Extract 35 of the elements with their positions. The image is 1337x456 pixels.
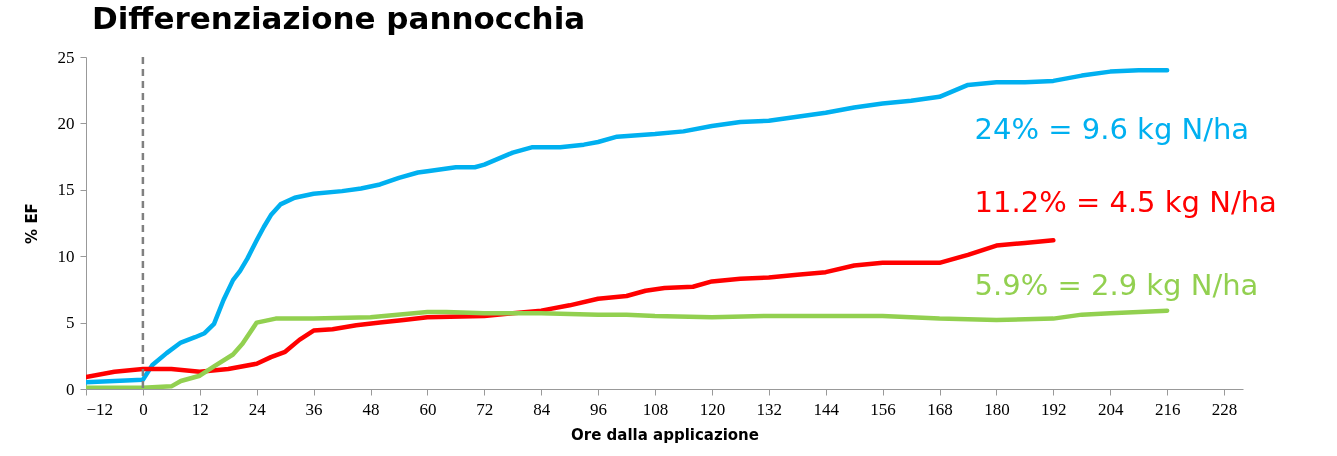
- x-tick-label: 108: [642, 399, 669, 419]
- x-tick-label: 192: [1041, 399, 1067, 419]
- x-axis-title: Ore dalla applicazione: [571, 425, 759, 444]
- y-tick-label: 0: [66, 379, 75, 399]
- x-tick-label: 84: [533, 399, 551, 419]
- y-tick-label: 15: [57, 180, 75, 200]
- x-tick-label: 96: [590, 399, 608, 419]
- line-series: [86, 308, 1170, 389]
- x-tick-label: 132: [756, 399, 783, 419]
- line-series: [86, 238, 1056, 380]
- x-tick-label: 72: [476, 399, 494, 419]
- x-tick-label: 228: [1211, 399, 1238, 419]
- series-label: 24% = 9.6 kg N/ha: [974, 112, 1250, 147]
- x-tick-label: 204: [1097, 399, 1124, 419]
- x-tick-label: 36: [305, 399, 323, 419]
- series-label: 5.9% = 2.9 kg N/ha: [974, 268, 1259, 303]
- chart-title: Differenziazione pannocchia: [92, 0, 586, 36]
- x-tick-label: 24: [248, 399, 267, 419]
- series-label: 11.2% = 4.5 kg N/ha: [974, 185, 1277, 220]
- x-tick-label: 216: [1154, 399, 1181, 419]
- x-tick-label: 168: [927, 399, 953, 419]
- x-tick-label: 60: [419, 399, 437, 419]
- x-tick-label: 144: [813, 399, 840, 419]
- x-tick-label: 12: [191, 399, 209, 419]
- x-tick-label: 180: [984, 399, 1010, 419]
- x-tick-label: 48: [362, 399, 380, 419]
- y-tick-label: 10: [57, 246, 75, 266]
- y-tick-label: 25: [57, 47, 75, 67]
- y-axis-title: % EF: [22, 203, 41, 244]
- y-tick-label: 5: [66, 313, 75, 333]
- x-tick-label: −12: [86, 399, 114, 419]
- x-tick-label: 0: [139, 399, 148, 419]
- x-tick-label: 156: [870, 399, 896, 419]
- x-tick-label: 120: [699, 399, 726, 419]
- y-tick-label: 20: [57, 113, 75, 133]
